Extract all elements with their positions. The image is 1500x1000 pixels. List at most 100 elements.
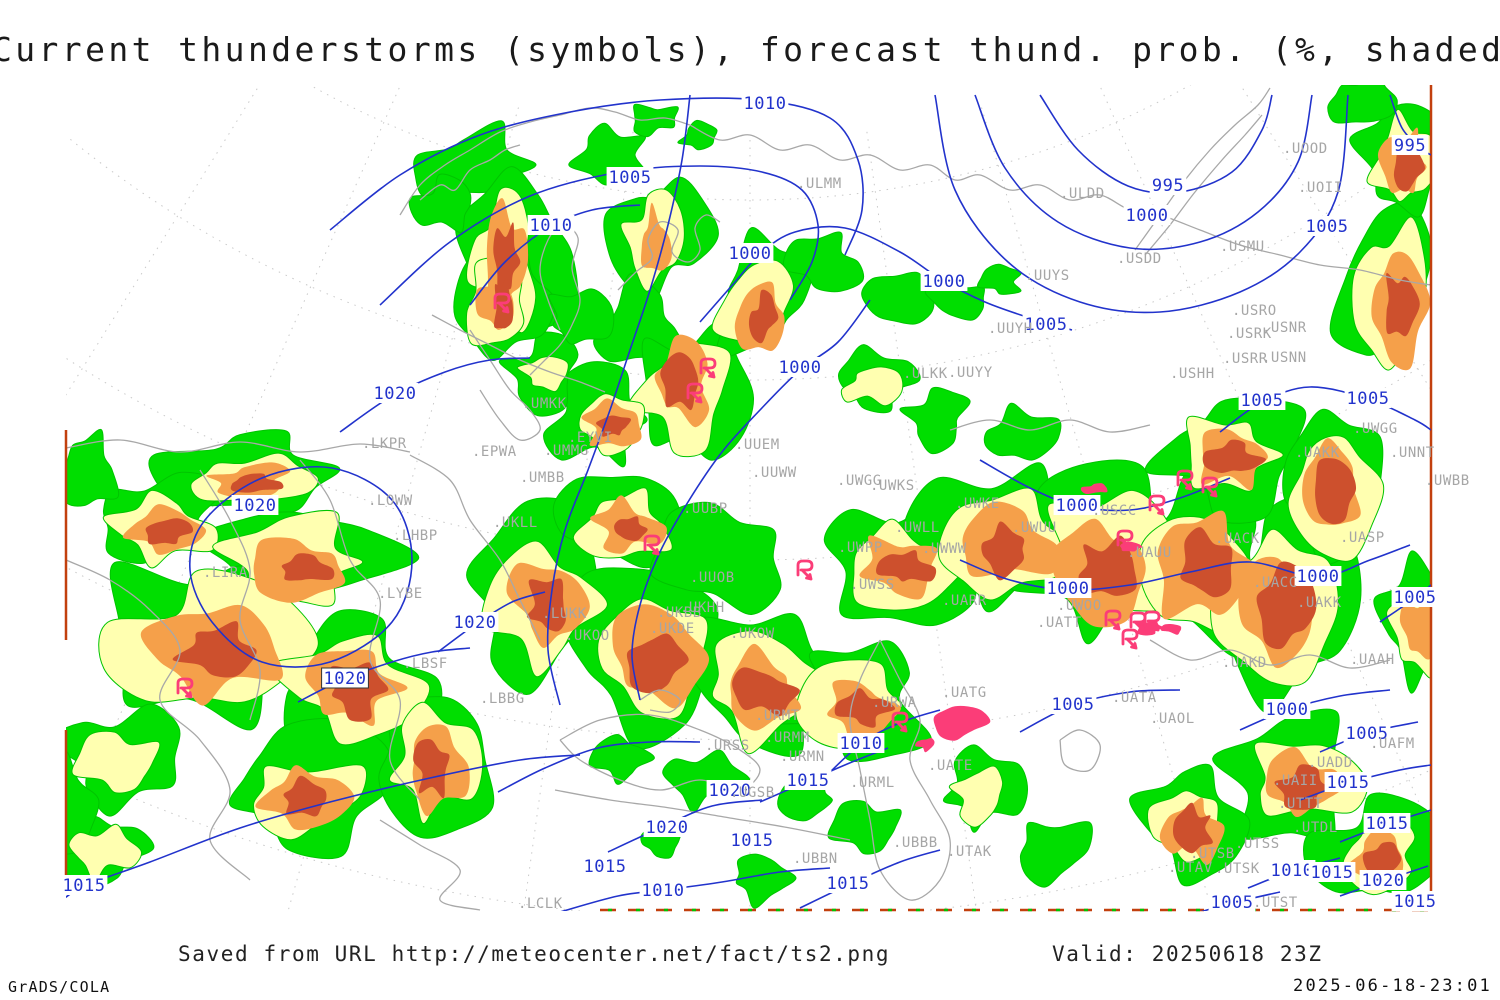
isobar-label: 1005 bbox=[1025, 315, 1068, 335]
coastline-path bbox=[431, 314, 606, 393]
station-label: .UAKK bbox=[1297, 595, 1342, 611]
isobar-labels: 1010 1005 1010 1000 1000 1005 995 1000 1005 995 10… bbox=[60, 93, 1439, 913]
isobar-label: 1020 bbox=[709, 781, 752, 801]
coastline-path bbox=[1144, 114, 1263, 256]
station-label: .LIRA bbox=[203, 565, 248, 581]
station-label: .UUYY bbox=[948, 365, 993, 381]
isobar-line bbox=[607, 799, 763, 853]
station-label: .USCC bbox=[1092, 503, 1137, 519]
station-label: .UAUU bbox=[1127, 545, 1172, 561]
isobar-label: 1005 bbox=[1347, 389, 1390, 409]
prob-region bbox=[66, 428, 120, 507]
isobar-label-box bbox=[1238, 390, 1286, 410]
isobar-label-box bbox=[1022, 314, 1070, 334]
isobar-label-box bbox=[1053, 495, 1101, 515]
station-label: .UWBB bbox=[1425, 473, 1470, 489]
saved-from-url-text: Saved from URL http://meteocenter.net/fa… bbox=[178, 942, 891, 966]
isobar-line bbox=[1019, 689, 1181, 733]
isobar-line bbox=[379, 165, 820, 306]
station-label: .UAII bbox=[1273, 773, 1318, 789]
station-label: .UWWW bbox=[922, 541, 967, 557]
prob-region bbox=[614, 516, 648, 542]
prob-region bbox=[1393, 148, 1426, 192]
station-label: .LBSF bbox=[403, 656, 448, 672]
prob-region bbox=[1080, 483, 1108, 495]
station-label: .UKDE bbox=[650, 621, 695, 637]
station-label: .UUWW bbox=[752, 465, 797, 481]
isobar-line bbox=[799, 849, 941, 909]
station-label: .UUEM bbox=[735, 437, 780, 453]
station-label: .UTST bbox=[1253, 895, 1298, 911]
coastline-path bbox=[617, 214, 721, 291]
station-label: .ULKK bbox=[903, 366, 948, 382]
frame-edges bbox=[64, 85, 1433, 912]
station-label: .USDD bbox=[1117, 251, 1162, 267]
prob-region bbox=[861, 271, 935, 325]
isobar-label: 1000 bbox=[779, 358, 822, 378]
prob-region bbox=[408, 173, 472, 233]
station-label: .UNNT bbox=[1390, 445, 1435, 461]
isobar-label: 1010 bbox=[1271, 861, 1314, 881]
isobar-label-box bbox=[824, 873, 872, 893]
isobar-label: 1020 bbox=[374, 384, 417, 404]
isobar-label-box bbox=[643, 817, 691, 837]
station-label: .URMT bbox=[755, 708, 800, 724]
station-label: .LCLK bbox=[518, 896, 563, 912]
isobar-label-box bbox=[451, 612, 499, 632]
isobar-line bbox=[437, 591, 546, 653]
prob-region bbox=[516, 356, 569, 393]
station-label: .LBBG bbox=[480, 691, 525, 707]
station-label: .UTAV bbox=[1168, 860, 1213, 876]
station-label: .UWLL bbox=[895, 520, 940, 536]
isobar-label-box bbox=[728, 830, 776, 850]
coastline-path bbox=[554, 789, 851, 841]
station-label: .UAOL bbox=[1150, 711, 1195, 727]
isobar-label-box bbox=[1303, 216, 1351, 236]
prob-region bbox=[1019, 821, 1093, 888]
prob-region bbox=[1202, 439, 1266, 473]
coastline-path bbox=[409, 454, 541, 641]
isobar-label-box bbox=[920, 271, 968, 291]
prob-region bbox=[626, 633, 689, 694]
station-label: .UUOB bbox=[690, 570, 735, 586]
station-label: .UATE bbox=[928, 758, 973, 774]
station-label: .USMU bbox=[1220, 239, 1265, 255]
thunderstorm-symbol-icon bbox=[1121, 628, 1139, 650]
isobar-label-box bbox=[776, 357, 824, 377]
station-label: .UWSS bbox=[850, 577, 895, 593]
prob-region bbox=[548, 288, 615, 345]
prob-region bbox=[677, 119, 718, 151]
station-label: .LOWW bbox=[368, 493, 413, 509]
prob-region bbox=[933, 705, 991, 741]
isobar-label: 1000 bbox=[1056, 496, 1099, 516]
station-label: .UKBB bbox=[657, 605, 702, 621]
station-label: .URMM bbox=[765, 730, 810, 746]
isobar-line bbox=[631, 299, 871, 701]
isobar-label: 1005 bbox=[1306, 217, 1349, 237]
isobar-label: 1015 bbox=[584, 857, 627, 877]
isobar-label: 1005 bbox=[1394, 588, 1437, 608]
isobar-label-box bbox=[726, 243, 774, 263]
station-label: .UATA bbox=[1112, 690, 1157, 706]
station-label: .UOOD bbox=[1283, 141, 1328, 157]
isobar-label-box bbox=[1294, 566, 1342, 586]
station-labels: .ULMM .UOOD .UOII .ULDD .USMU .USDD .UUYS .UUYH… bbox=[203, 141, 1470, 912]
coastline-path bbox=[639, 689, 681, 714]
render-timestamp: 2025-06-18-23:01 bbox=[1293, 976, 1492, 996]
prob-region bbox=[834, 688, 896, 728]
isobar-line bbox=[819, 709, 941, 783]
isobar-label: 1020 bbox=[234, 496, 277, 516]
station-label: .UWOO bbox=[1057, 598, 1102, 614]
station-label: .URML bbox=[850, 775, 895, 791]
isobar-label: 1000 bbox=[923, 272, 966, 292]
isobar-label: 1005 bbox=[1211, 893, 1254, 913]
isobar-label: 1000 bbox=[1297, 567, 1340, 587]
prob-region bbox=[782, 231, 865, 293]
station-label: .USNR bbox=[1262, 320, 1307, 336]
station-label: .UUYS bbox=[1025, 268, 1070, 284]
isobar-label: 1010 bbox=[530, 216, 573, 236]
prob-region bbox=[281, 553, 335, 581]
station-label: .UADD bbox=[1308, 755, 1353, 771]
isobar-line bbox=[560, 867, 831, 911]
isobar-label-box bbox=[1324, 772, 1372, 792]
